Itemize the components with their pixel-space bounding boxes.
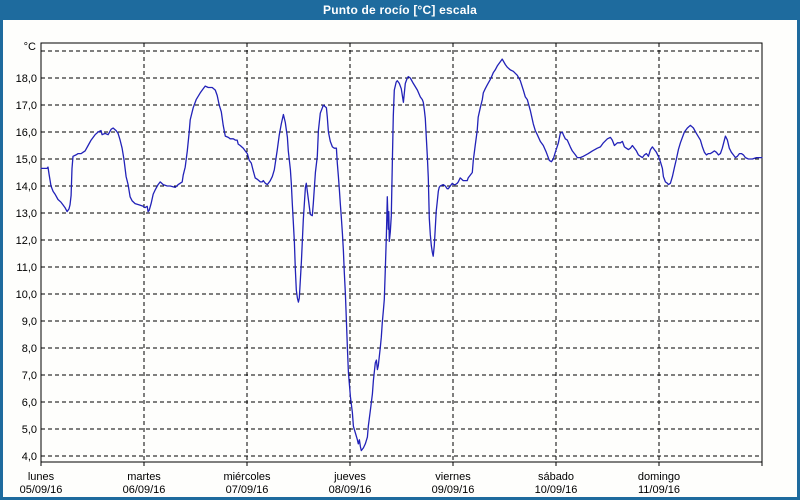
x-axis-day-label: sábado <box>538 471 574 483</box>
x-axis-day-label: martes <box>127 471 161 483</box>
x-axis-date-label: 05/09/16 <box>20 484 63 496</box>
x-axis-date-label: 11/09/16 <box>638 484 680 496</box>
y-axis-unit-label: °C <box>24 41 36 53</box>
chart-background <box>3 20 797 497</box>
dew-point-series-line <box>40 58 763 452</box>
y-axis-tick-label: 5,0 <box>22 424 37 436</box>
y-axis-tick-label: 16,0 <box>16 127 37 139</box>
y-axis-tick-label: 9,0 <box>22 316 37 328</box>
y-axis-tick-label: 10,0 <box>16 289 37 301</box>
title-bar: Punto de rocío [°C] escala <box>0 0 800 20</box>
y-axis-tick-label: 18,0 <box>16 73 37 85</box>
y-axis-tick-label: 12,0 <box>16 235 37 247</box>
y-axis-tick-label: 11,0 <box>16 262 37 274</box>
x-axis-day-label: miércoles <box>223 471 271 483</box>
x-axis-day-label: jueves <box>333 471 366 483</box>
x-axis-date-label: 10/09/16 <box>535 484 578 496</box>
x-axis-day-label: viernes <box>435 471 471 483</box>
y-axis-tick-label: 7,0 <box>22 370 37 382</box>
x-axis-date-label: 07/09/16 <box>226 484 269 496</box>
x-axis-date-label: 09/09/16 <box>432 484 475 496</box>
x-axis-date-label: 08/09/16 <box>329 484 372 496</box>
y-axis-tick-label: 15,0 <box>16 154 37 166</box>
y-axis-tick-label: 13,0 <box>16 208 37 220</box>
x-axis-day-label: domingo <box>638 471 680 483</box>
y-axis-tick-label: 8,0 <box>22 343 37 355</box>
y-axis-tick-label: 6,0 <box>22 397 37 409</box>
x-axis-date-label: 06/09/16 <box>123 484 166 496</box>
chart-title: Punto de rocío [°C] escala <box>322 3 478 17</box>
plot-border <box>40 42 763 463</box>
y-axis-tick-label: 4,0 <box>22 451 37 463</box>
y-axis-tick-label: 14,0 <box>16 181 37 193</box>
y-axis-tick-label: 17,0 <box>16 100 37 112</box>
x-axis-day-label: lunes <box>28 471 55 483</box>
